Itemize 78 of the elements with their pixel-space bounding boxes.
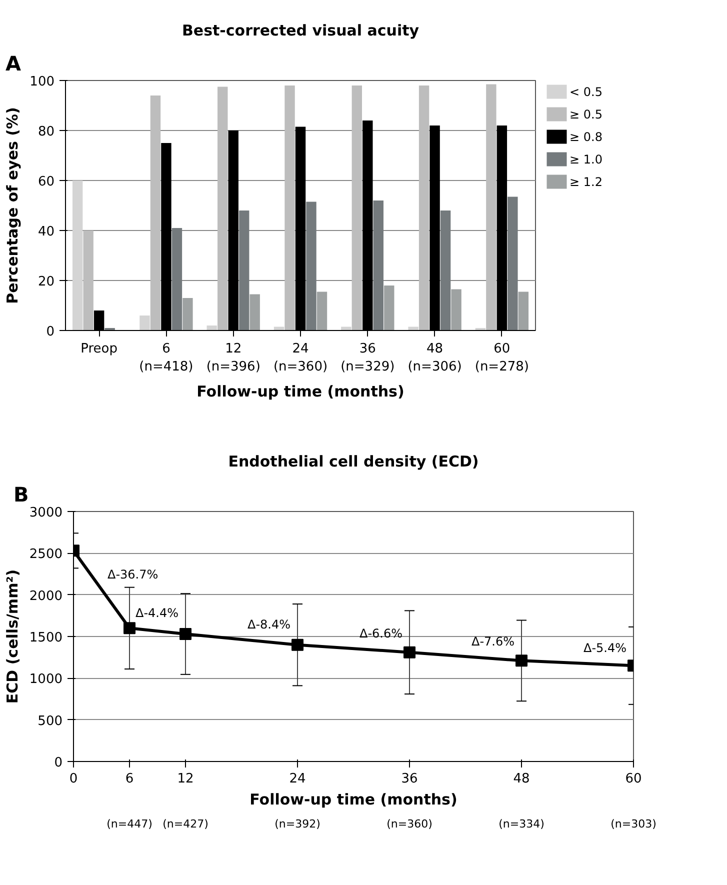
x-tick-label: 60 [625, 772, 642, 786]
legend-label: < 0.5 [570, 84, 602, 99]
bar [440, 210, 451, 330]
chart-title: Best-corrected visual acuity [182, 22, 420, 40]
y-tick-label: 500 [38, 714, 63, 729]
y-tick-label: 3000 [29, 506, 63, 520]
x-tick-label: 36 (n=329) [340, 342, 395, 374]
bar [72, 180, 83, 330]
y-tick-label: 60 [38, 174, 55, 190]
x-tick-label: 36 [401, 772, 418, 786]
x-tick-label: 48 (n=306) [408, 342, 462, 374]
text: (n=427) [162, 818, 208, 830]
chart-title: Endothelial cell density (ECD) [228, 452, 479, 470]
y-tick-label: 2500 [29, 547, 63, 562]
legend-label: ≥ 1.2 [570, 174, 602, 189]
point [124, 622, 136, 634]
text: B [14, 482, 29, 506]
annotation: Δ-4.4% [136, 606, 179, 620]
annotation: Δ-5.4% [584, 641, 627, 656]
bar [518, 292, 529, 330]
bar [373, 200, 384, 330]
point [180, 628, 192, 640]
text: (n=303) [610, 818, 656, 830]
bar [182, 298, 193, 330]
x-axis-title: Follow-up time (months) [250, 790, 458, 808]
x-tick-label: 0 [69, 772, 78, 786]
text: (n=447) [106, 818, 152, 830]
y-axis-title: ECD (cells/mm²) [3, 569, 22, 704]
bar [508, 196, 518, 330]
bar [238, 210, 250, 330]
annotation: Δ-36.7% [108, 567, 158, 582]
bar [83, 230, 94, 330]
x-tick-label: 48 [513, 772, 530, 786]
annotation: Δ-8.4% [248, 617, 291, 632]
point [404, 646, 416, 658]
legend-label: ≥ 0.8 [570, 130, 602, 144]
point [292, 638, 304, 651]
y-tick-label: 100 [30, 74, 55, 90]
y-tick-label: 0 [46, 324, 55, 340]
x-tick-label: 12 (n=396) [206, 342, 260, 374]
y-axis-title: Percentage of eyes (%) [4, 107, 22, 304]
annotation: Δ-7.6% [472, 634, 515, 648]
bar [218, 86, 228, 330]
point [516, 654, 528, 667]
bar [384, 286, 394, 330]
y-tick-label: 80 [38, 124, 55, 140]
y-tick-label: 1000 [29, 672, 63, 688]
x-tick-label: 24 [289, 772, 306, 786]
x-tick-label: 60 (n=278) [474, 342, 529, 374]
y-tick-label: 20 [38, 274, 55, 290]
x-tick-label: 12 [177, 772, 194, 786]
bar [140, 316, 150, 330]
annotation: Δ-6.6% [360, 626, 403, 641]
bar [250, 294, 260, 330]
legend-label: ≥ 0.5 [570, 107, 602, 122]
x-tick-label: 24 (n=360) [273, 342, 328, 374]
x-axis-title: Follow-up time (months) [196, 382, 404, 400]
bar [306, 202, 316, 330]
bar [352, 86, 362, 330]
text: A [6, 52, 22, 76]
bar [451, 289, 462, 330]
x-tick-label: Preop [80, 342, 118, 356]
legend-label: ≥ 1.0 [570, 152, 602, 166]
text: (n=392) [274, 818, 320, 830]
y-tick-label: 0 [54, 756, 63, 770]
y-tick-label: 2000 [29, 588, 63, 604]
y-tick-label: 1500 [29, 630, 63, 646]
y-tick-label: 40 [38, 224, 55, 240]
text: (n=360) [386, 818, 432, 830]
bar [172, 228, 182, 330]
bar [284, 86, 295, 330]
x-tick-label: 6 (n=418) [139, 342, 194, 374]
bar [486, 84, 496, 330]
bar [418, 86, 430, 330]
bar [150, 96, 161, 330]
x-tick-label: 6 [125, 772, 134, 786]
text: (n=334) [498, 818, 544, 830]
bar [316, 292, 328, 330]
